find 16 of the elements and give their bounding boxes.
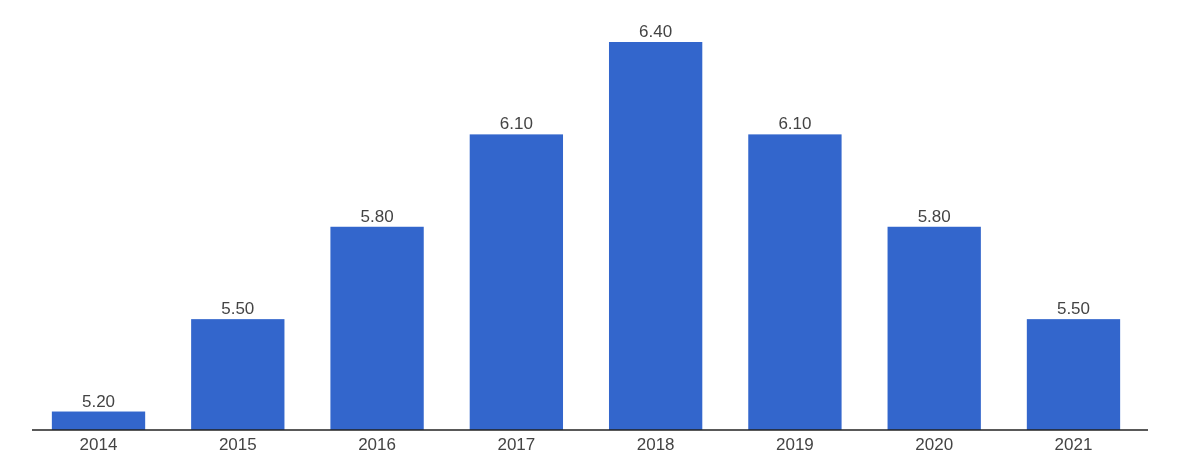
data-label: 6.40 [639, 22, 673, 41]
data-label: 5.50 [1056, 299, 1091, 319]
x-tick-label: 2021 [1054, 435, 1093, 454]
x-tick-label: 2018 [636, 435, 675, 454]
data-label: 5.80 [360, 206, 394, 226]
data-label: 5.50 [221, 299, 255, 319]
data-label: 6.10 [778, 114, 812, 134]
x-tick-label: 2017 [497, 435, 536, 454]
x-tick-label: 2020 [915, 435, 954, 454]
data-label: 6.10 [499, 114, 533, 134]
x-tick-label: 2014 [79, 435, 118, 454]
x-tick-label: 2015 [218, 435, 257, 454]
x-tick-label: 2016 [358, 435, 396, 454]
x-tick-label: 2019 [776, 435, 814, 454]
data-label: 5.20 [81, 391, 116, 411]
data-label: 5.80 [917, 206, 951, 226]
